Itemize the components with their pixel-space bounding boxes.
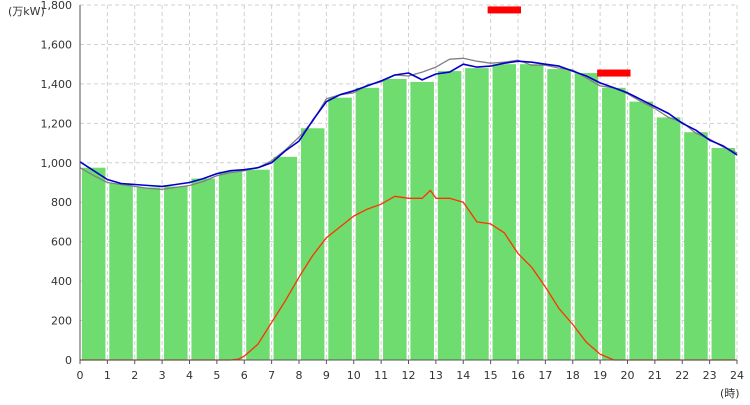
demand-bar [246, 169, 270, 360]
y-tick-label: 1,000 [41, 157, 73, 170]
x-tick-label: 18 [566, 369, 580, 382]
x-tick-label: 7 [268, 369, 275, 382]
series-line [80, 189, 737, 361]
x-tick-label: 2 [131, 369, 138, 382]
x-tick-label: 21 [648, 369, 662, 382]
x-tick-label: 15 [484, 369, 498, 382]
y-tick-label: 400 [51, 275, 72, 288]
y-tick-label: 1,600 [41, 38, 73, 51]
x-tick-label: 12 [402, 369, 416, 382]
x-tick-label: 10 [347, 369, 361, 382]
x-tick-label: 1 [104, 369, 111, 382]
peak-marker [597, 69, 631, 77]
x-tick-label: 14 [456, 369, 470, 382]
x-tick-label: 22 [675, 369, 689, 382]
y-tick-label: 600 [51, 236, 72, 249]
x-tick-label: 19 [593, 369, 607, 382]
x-tick-label: 5 [213, 369, 220, 382]
demand-bar [109, 183, 133, 360]
y-tick-label: 0 [65, 354, 72, 367]
demand-bar [81, 167, 106, 360]
x-tick-label: 0 [77, 369, 84, 382]
demand-bar [711, 147, 736, 360]
x-unit-label: (時) [720, 387, 740, 400]
x-tick-label: 4 [186, 369, 193, 382]
x-tick-label: 3 [159, 369, 166, 382]
demand-bar [492, 64, 517, 361]
x-tick-label: 8 [296, 369, 303, 382]
series-line [79, 57, 738, 191]
y-tick-label: 200 [51, 315, 72, 328]
grid [80, 4, 738, 360]
x-tick-label: 13 [429, 369, 443, 382]
x-tick-label: 11 [374, 369, 388, 382]
demand-bar [629, 101, 653, 360]
demand-bar [547, 69, 571, 360]
x-tick-label: 23 [703, 369, 717, 382]
y-tick-label: 1,400 [41, 78, 73, 91]
peak-marker [487, 6, 521, 14]
demand-bar [383, 78, 407, 360]
x-tick-label: 16 [511, 369, 525, 382]
demand-bar [355, 87, 380, 360]
series-line [79, 60, 738, 188]
markers [487, 6, 631, 77]
axes: 0 200 400 600 800 1,000 1,200 1,400 1,600 1,800 0 1… [41, 0, 745, 382]
demand-bar [574, 73, 599, 361]
demand-bar [273, 156, 298, 360]
demand-bar [465, 68, 489, 360]
x-tick-label: 20 [621, 369, 635, 382]
x-tick-label: 9 [323, 369, 330, 382]
demand-bar [136, 187, 161, 360]
demand-bar [656, 117, 681, 361]
x-tick-label: 24 [730, 369, 744, 382]
demand-bar [684, 132, 708, 360]
series-lines [79, 57, 738, 361]
y-tick-label: 1,200 [41, 117, 73, 130]
demand-bar [519, 64, 544, 361]
demand-bar [437, 71, 462, 360]
bars [81, 64, 736, 361]
demand-bar [191, 178, 215, 360]
demand-bar [410, 81, 434, 361]
demand-bar [218, 171, 243, 360]
demand-bar [602, 87, 626, 360]
y-tick-label: 1,800 [41, 0, 73, 12]
x-tick-label: 6 [241, 369, 248, 382]
x-tick-label: 17 [538, 369, 552, 382]
y-unit-label: (万kW) [8, 5, 45, 18]
demand-bar [328, 97, 352, 360]
y-tick-label: 800 [51, 196, 72, 209]
demand-bar [164, 186, 188, 360]
demand-bar [300, 128, 325, 360]
